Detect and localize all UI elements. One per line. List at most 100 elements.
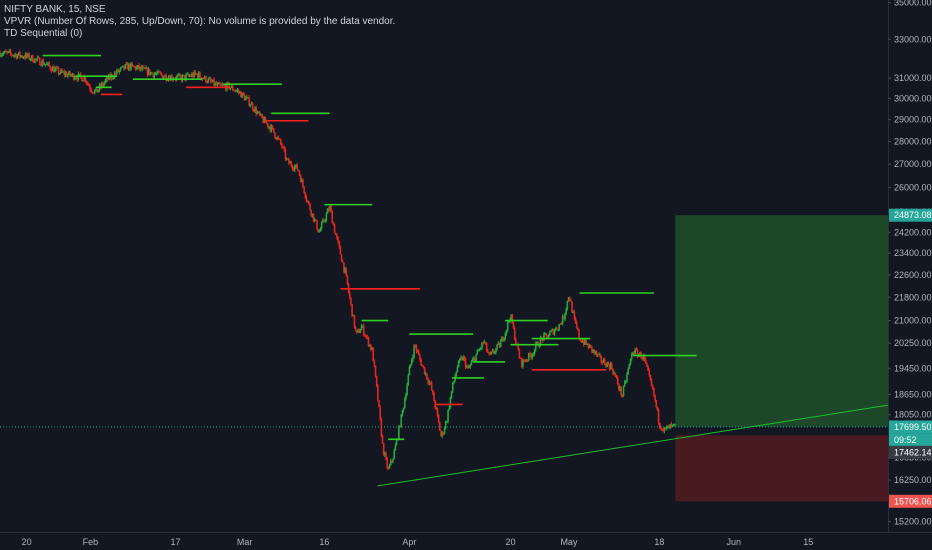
candle-body (484, 341, 487, 343)
candle-body (27, 53, 29, 57)
candle-body (99, 84, 102, 88)
candle-body (447, 409, 449, 422)
candle-body (489, 353, 491, 355)
candle-body (186, 73, 188, 75)
candle-body (664, 427, 667, 429)
candle-body (302, 179, 304, 187)
candle-body (90, 89, 93, 92)
candle-body (504, 333, 507, 339)
candle-body (296, 164, 298, 170)
candle-body (310, 210, 312, 216)
candle-body (547, 335, 550, 338)
candle-body (171, 75, 173, 80)
candle-body (417, 351, 420, 356)
candle-body (272, 128, 275, 133)
candle-body (219, 82, 221, 85)
candle-body (50, 69, 53, 72)
candle-body (423, 367, 426, 375)
last-price-tag-bg (889, 420, 932, 434)
candle-body (154, 73, 157, 75)
candle-body (541, 338, 544, 341)
vpvr-indicator-label[interactable]: VPVR (Number Of Rows, 285, Up/Down, 70):… (4, 16, 396, 27)
candle-body (24, 53, 27, 59)
candle-body (331, 211, 334, 223)
candle-body (178, 74, 180, 76)
level-price-tag-bg (889, 445, 932, 459)
time-tick-label: Apr (402, 537, 416, 547)
candle-body (545, 333, 548, 336)
candle-body (240, 91, 242, 98)
candle-body (512, 323, 515, 328)
candle-body (236, 90, 239, 92)
candle-body (601, 362, 604, 364)
candle-body (117, 69, 119, 73)
candle-body (193, 71, 195, 77)
candle-body (440, 430, 442, 436)
candle-body (568, 297, 571, 301)
candle-body (353, 315, 356, 328)
candle-body (441, 432, 443, 436)
candle-body (609, 363, 612, 369)
candle-body (105, 77, 108, 81)
candle-body (132, 65, 135, 67)
candle-body (395, 439, 398, 446)
candle-body (322, 219, 324, 223)
candle-body (35, 58, 38, 60)
candle-body (63, 71, 66, 76)
candle-body (647, 366, 649, 371)
candle-body (129, 64, 131, 70)
candle-body (334, 232, 337, 235)
candle-body (398, 426, 400, 440)
candle-body (605, 364, 607, 368)
candle-body (674, 423, 676, 425)
candle-body (67, 74, 69, 77)
candle-body (442, 432, 445, 434)
candle-body (42, 60, 45, 65)
candle-body (436, 408, 439, 416)
symbol-title[interactable]: NIFTY BANK, 15, NSE (4, 4, 106, 15)
candle-body (97, 90, 100, 93)
candle-body (553, 330, 556, 335)
candle-body (574, 318, 577, 323)
candle-body (86, 82, 89, 84)
candle-body (125, 63, 128, 65)
candle-body (104, 80, 107, 83)
candle-body (420, 359, 422, 366)
candle-body (191, 73, 193, 77)
candle-body (146, 67, 149, 75)
stop-zone (675, 435, 888, 502)
candle-body (143, 67, 145, 69)
candle-body (428, 382, 431, 384)
candle-body (216, 83, 219, 86)
candle-body (416, 350, 419, 352)
candle-body (29, 59, 32, 61)
candle-body (481, 342, 483, 348)
candle-body (661, 429, 663, 431)
candle-body (655, 400, 658, 408)
candle-body (671, 424, 674, 426)
candle-body (385, 453, 387, 459)
candle-body (271, 125, 274, 129)
candle-body (460, 357, 462, 360)
price-tick-label: 18050.00 (894, 410, 932, 420)
candle-body (222, 84, 225, 86)
candle-body (449, 397, 452, 408)
candle-body (93, 90, 96, 94)
candle-body (256, 112, 259, 115)
candle-body (530, 355, 532, 358)
candle-body (606, 362, 608, 368)
candle-body (627, 368, 629, 375)
candle-body (295, 164, 297, 167)
candle-body (350, 298, 352, 305)
candle-body (478, 348, 481, 351)
candle-body (502, 337, 504, 341)
td-sequential-indicator-label[interactable]: TD Sequential (0) (4, 28, 83, 39)
candle-body (79, 73, 82, 77)
candle-body (62, 71, 64, 73)
candle-body (152, 73, 155, 77)
candle-body (623, 381, 626, 387)
candle-body (303, 186, 305, 193)
candle-body (91, 91, 94, 93)
price-tick-label: 22600.00 (894, 270, 932, 280)
